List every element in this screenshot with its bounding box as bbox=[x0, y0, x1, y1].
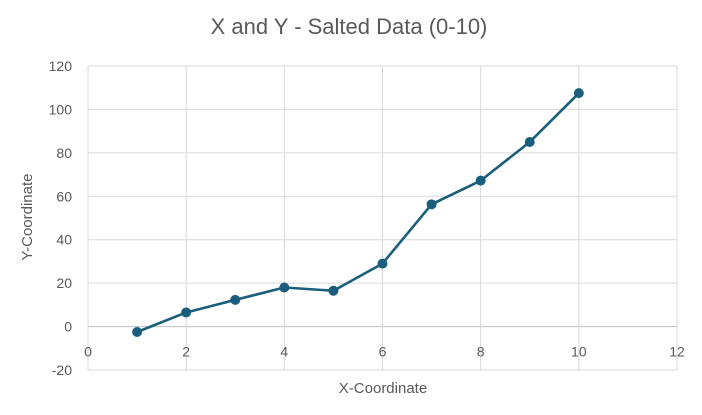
data-point bbox=[475, 175, 486, 186]
x-tick-label: 10 bbox=[571, 344, 587, 360]
x-tick-label: 4 bbox=[280, 344, 288, 360]
data-point bbox=[573, 88, 584, 99]
tick-labels: -20 0 20 40 60 80 100 120 0 2 4 6 8 10 12 bbox=[49, 58, 685, 378]
x-tick-label: 8 bbox=[477, 344, 485, 360]
gridlines bbox=[87, 65, 678, 371]
y-tick-label: -20 bbox=[52, 362, 72, 378]
series-line bbox=[135, 91, 581, 334]
y-tick-label: 60 bbox=[56, 188, 72, 204]
series-layer bbox=[132, 88, 584, 337]
data-point bbox=[230, 294, 241, 305]
data-point bbox=[279, 282, 290, 293]
x-tick-label: 0 bbox=[84, 344, 92, 360]
data-point bbox=[426, 199, 437, 210]
y-tick-label: 20 bbox=[56, 275, 72, 291]
y-tick-label: 100 bbox=[49, 101, 73, 117]
x-tick-label: 12 bbox=[669, 344, 685, 360]
y-tick-label: 120 bbox=[49, 58, 73, 74]
x-axis-title: X-Coordinate bbox=[339, 380, 427, 397]
y-axis-title: Y-Coordinate bbox=[19, 173, 36, 260]
data-point bbox=[524, 137, 535, 147]
x-tick-label: 6 bbox=[379, 344, 387, 360]
data-point bbox=[181, 307, 192, 318]
data-point bbox=[328, 285, 339, 296]
chart-title: X and Y - Salted Data (0-10) bbox=[211, 14, 488, 39]
data-point bbox=[377, 258, 388, 269]
y-tick-label: 40 bbox=[56, 232, 72, 248]
y-tick-label: 80 bbox=[56, 145, 72, 161]
x-tick-label: 2 bbox=[182, 344, 190, 360]
data-point bbox=[132, 327, 143, 337]
y-tick-label: 0 bbox=[64, 319, 72, 335]
